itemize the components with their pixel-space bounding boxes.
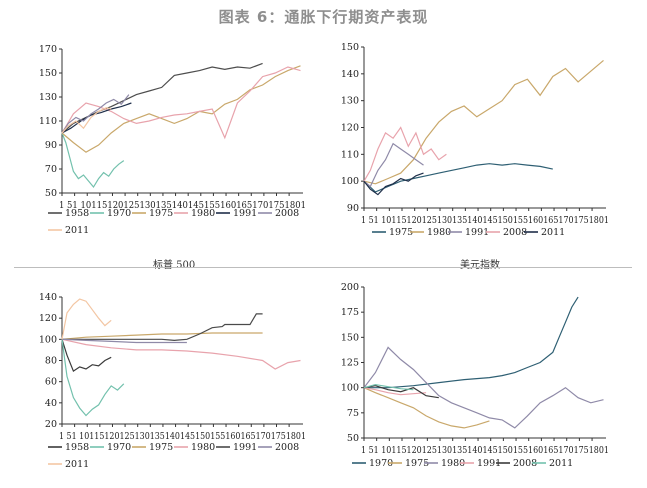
legend-label-1991: 1991: [233, 208, 257, 219]
y-tick-label: 125: [341, 358, 359, 369]
series-line-1970: [61, 339, 125, 417]
series-line-2008: [61, 94, 130, 134]
y-tick-label: 100: [341, 383, 359, 394]
legend-label-2008: 2008: [275, 442, 299, 453]
legend-label-1975: 1975: [149, 208, 173, 219]
series-line-2008: [363, 126, 447, 182]
y-tick-label: 80: [45, 356, 57, 367]
chart-panel-3: 50 75 100 125 150 175 200 1 51 1011512012513013…: [341, 282, 609, 469]
series-line-2011: [363, 172, 424, 196]
series-line-1991: [363, 387, 427, 396]
y-tick-label: 90: [45, 140, 57, 151]
y-tick-label: 120: [341, 123, 359, 134]
series-line-1980: [61, 338, 301, 370]
y-tick-label: 50: [45, 188, 57, 199]
series-line-2008: [61, 338, 187, 344]
y-tick-label: 50: [347, 433, 359, 444]
legend-label-2008: 2008: [503, 227, 527, 238]
y-tick-label: 60: [45, 377, 57, 388]
y-tick-label: 110: [341, 149, 359, 160]
y-tick-label: 100: [341, 176, 359, 187]
figure-title: 图表 6：通胀下行期资产表现: [218, 8, 429, 26]
legend-label-1980: 1980: [427, 227, 451, 238]
legend-label-1970: 1970: [107, 208, 131, 219]
y-tick-label: 150: [341, 332, 359, 343]
legend-label-1975: 1975: [405, 458, 429, 469]
y-tick-label: 140: [39, 292, 57, 303]
series-line-1980: [61, 66, 301, 140]
legend-label-2008: 2008: [513, 458, 537, 469]
legend-label-2011: 2011: [65, 225, 89, 236]
series-line-2011: [363, 383, 414, 391]
section-divider: [14, 267, 632, 268]
y-tick-label: 175: [341, 307, 359, 318]
series-line-1980: [363, 346, 604, 429]
series-line-1970: [364, 296, 579, 389]
series-line-2008: [363, 385, 439, 399]
x-tick-labels: 1 51 10115120125130135140145150155160165…: [361, 445, 609, 456]
x-tick-labels: 1 51 10115120125130135140145150155160165…: [361, 215, 609, 226]
legend-label-1975: 1975: [149, 442, 173, 453]
legend-label-2008: 2008: [275, 208, 299, 219]
y-tick-label: 20: [45, 419, 57, 430]
y-tick-label: 40: [45, 398, 57, 409]
legend-label-1980: 1980: [191, 442, 215, 453]
y-tick-label: 150: [39, 68, 57, 79]
legend-label-1975: 1975: [389, 227, 413, 238]
y-tick-label: 130: [341, 96, 359, 107]
series-line-1958: [61, 62, 263, 134]
legend-label-1958: 1958: [65, 442, 89, 453]
legend-label-1970: 1970: [369, 458, 393, 469]
chart-panel-1: 90 100 110 120 130 140 150 1 51 101151201251301…: [341, 42, 609, 238]
series-line-1991: [61, 102, 132, 134]
y-tick-label: 110: [39, 116, 57, 127]
y-tick-label: 150: [341, 42, 359, 53]
series-line-1980: [363, 59, 604, 185]
legend-label-2011: 2011: [65, 459, 89, 470]
legend-label-1980: 1980: [191, 208, 215, 219]
caption-usd-index: 美元指数: [460, 260, 500, 271]
y-tick-label: 130: [39, 92, 57, 103]
legend-label-2011: 2011: [549, 458, 573, 469]
legend-label-1970: 1970: [107, 442, 131, 453]
legend-label-1991: 1991: [233, 442, 257, 453]
legend-label-1991: 1991: [477, 458, 501, 469]
series-line-1991: [363, 142, 424, 188]
series-line-1991: [62, 313, 263, 342]
series-line-1975: [61, 65, 301, 153]
series-line-2011: [61, 107, 112, 134]
series-line-1958: [61, 339, 112, 373]
y-tick-label: 200: [341, 282, 359, 293]
y-tick-label: 170: [39, 44, 57, 55]
chart-panel-2: 20 40 60 80 100 120 140 1 51 101151201251301351…: [39, 292, 306, 470]
series-line-1970: [61, 132, 125, 189]
legend-label-1958: 1958: [65, 208, 89, 219]
y-tick-label: 140: [341, 69, 359, 80]
series-line-2011: [61, 298, 112, 340]
x-tick-labels: 1 51 10115120125130135140145155160165170…: [59, 200, 306, 211]
x-tick-labels: 1 51 10115120125130135140145150155160165…: [59, 431, 306, 442]
series-line-1975: [363, 163, 553, 193]
y-tick-label: 120: [39, 313, 57, 324]
series-line-1975: [61, 332, 263, 340]
legend-label-1991: 1991: [465, 227, 489, 238]
legend-label-2011: 2011: [541, 227, 565, 238]
legend-label-1980: 1980: [441, 458, 465, 469]
y-tick-label: 75: [347, 408, 359, 419]
series-line-1975: [363, 387, 490, 429]
y-tick-label: 90: [347, 203, 359, 214]
y-tick-label: 70: [45, 164, 57, 175]
caption-sp500: 标普 500: [153, 260, 196, 271]
chart-panel-0: 50 70 90 110 130 150 170 1 51 10115120125130135…: [39, 44, 306, 236]
y-tick-label: 100: [39, 334, 57, 345]
